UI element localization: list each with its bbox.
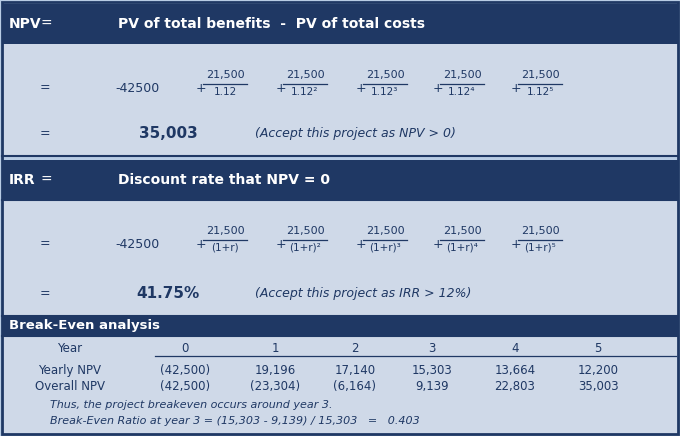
Text: Overall NPV: Overall NPV: [35, 379, 105, 392]
Text: =: =: [40, 238, 50, 251]
Text: +: +: [196, 238, 206, 251]
Text: NPV: NPV: [9, 17, 41, 31]
Text: 21,500: 21,500: [205, 226, 244, 236]
Text: 4: 4: [511, 341, 519, 354]
Text: +: +: [275, 238, 286, 251]
Text: Year: Year: [57, 341, 82, 354]
Text: 21,500: 21,500: [205, 70, 244, 80]
Text: =: =: [40, 173, 52, 187]
Text: 21,500: 21,500: [443, 226, 481, 236]
Text: +: +: [356, 238, 367, 251]
Text: 13,664: 13,664: [494, 364, 536, 377]
Text: +: +: [356, 82, 367, 95]
Text: 1.12: 1.12: [214, 87, 237, 97]
Text: +: +: [432, 82, 443, 95]
Text: (1+r)³: (1+r)³: [369, 243, 401, 253]
Bar: [2, 316, 678, 336]
Text: 21,500: 21,500: [443, 70, 481, 80]
Bar: [2, 336, 678, 434]
Bar: [2, 160, 678, 200]
Text: (1+r): (1+r): [211, 243, 239, 253]
Text: 0: 0: [182, 341, 188, 354]
Text: (42,500): (42,500): [160, 364, 210, 377]
Text: =: =: [40, 17, 52, 31]
Text: 1.12⁴: 1.12⁴: [448, 87, 476, 97]
Text: (42,500): (42,500): [160, 379, 210, 392]
Text: -42500: -42500: [116, 82, 160, 95]
Bar: [2, 44, 678, 156]
Text: (Accept this project as IRR > 12%): (Accept this project as IRR > 12%): [255, 287, 471, 300]
Bar: [2, 200, 678, 316]
Bar: [2, 4, 678, 44]
Text: +: +: [511, 238, 522, 251]
Text: 17,140: 17,140: [335, 364, 375, 377]
Text: Yearly NPV: Yearly NPV: [39, 364, 101, 377]
Text: 5: 5: [594, 341, 602, 354]
Text: 1.12²: 1.12²: [291, 87, 319, 97]
Text: 21,500: 21,500: [521, 70, 560, 80]
Text: 12,200: 12,200: [577, 364, 619, 377]
Text: 35,003: 35,003: [139, 126, 197, 142]
Text: 21,500: 21,500: [286, 70, 324, 80]
Text: 3: 3: [428, 341, 436, 354]
Text: +: +: [432, 238, 443, 251]
Text: (23,304): (23,304): [250, 379, 300, 392]
Text: 21,500: 21,500: [521, 226, 560, 236]
Text: PV of total benefits  -  PV of total costs: PV of total benefits - PV of total costs: [118, 17, 425, 31]
Text: (1+r)⁴: (1+r)⁴: [446, 243, 478, 253]
Text: -42500: -42500: [116, 238, 160, 251]
Text: +: +: [275, 82, 286, 95]
Text: 21,500: 21,500: [366, 70, 405, 80]
Text: =: =: [40, 127, 50, 140]
Text: 35,003: 35,003: [578, 379, 618, 392]
Text: 1: 1: [271, 341, 279, 354]
Text: 41.75%: 41.75%: [137, 286, 200, 302]
Text: (Accept this project as NPV > 0): (Accept this project as NPV > 0): [255, 127, 456, 140]
Text: (6,164): (6,164): [333, 379, 377, 392]
Text: Break-Even analysis: Break-Even analysis: [9, 320, 160, 333]
Text: 21,500: 21,500: [286, 226, 324, 236]
Text: 19,196: 19,196: [254, 364, 296, 377]
Text: 1.12⁵: 1.12⁵: [526, 87, 554, 97]
Text: 21,500: 21,500: [366, 226, 405, 236]
Text: =: =: [40, 82, 50, 95]
Text: Break-Even Ratio at year 3 = (15,303 - 9,139) / 15,303   =   0.403: Break-Even Ratio at year 3 = (15,303 - 9…: [50, 416, 420, 426]
Text: 1.12³: 1.12³: [371, 87, 398, 97]
Text: (1+r)⁵: (1+r)⁵: [524, 243, 556, 253]
Text: 22,803: 22,803: [494, 379, 535, 392]
Text: =: =: [40, 287, 50, 300]
Text: Discount rate that NPV = 0: Discount rate that NPV = 0: [118, 173, 330, 187]
Text: 2: 2: [352, 341, 359, 354]
Text: +: +: [511, 82, 522, 95]
Text: Thus, the project breakeven occurs around year 3.: Thus, the project breakeven occurs aroun…: [50, 400, 333, 410]
Text: 15,303: 15,303: [411, 364, 452, 377]
Text: 9,139: 9,139: [415, 379, 449, 392]
Text: +: +: [196, 82, 206, 95]
Text: IRR: IRR: [9, 173, 35, 187]
Text: (1+r)²: (1+r)²: [289, 243, 321, 253]
